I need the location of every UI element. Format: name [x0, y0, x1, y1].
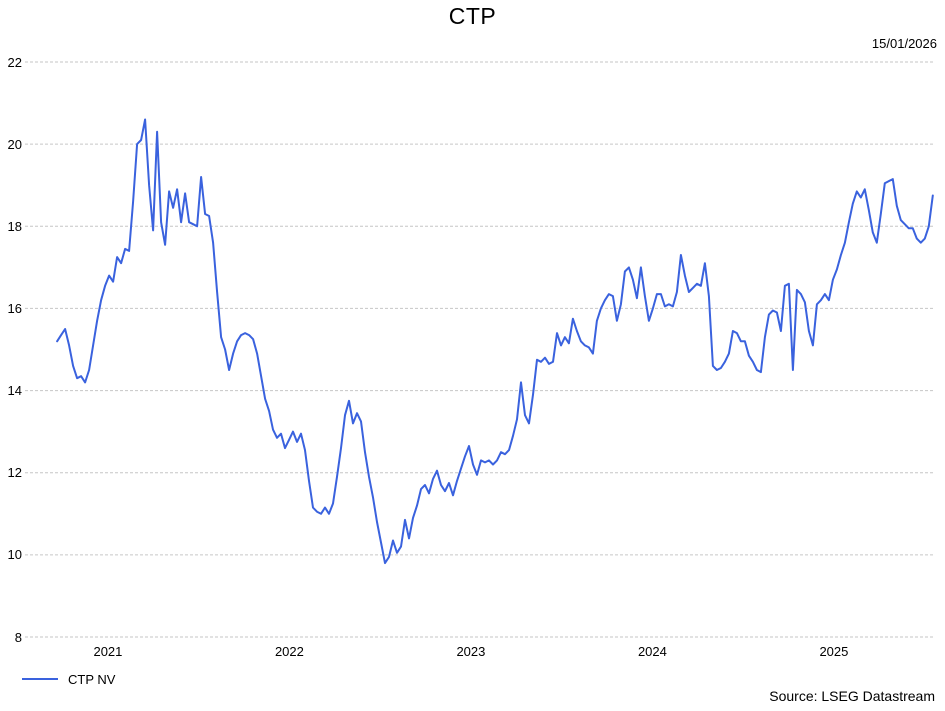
- legend: CTP NV: [22, 670, 115, 688]
- y-axis-tick-22: 22: [7, 54, 22, 70]
- chart-title: CTP: [448, 3, 497, 29]
- x-axis-tick-2022: 2022: [274, 644, 304, 659]
- report-date: 15/01/2026: [871, 36, 937, 51]
- x-axis-tick-2024: 2024: [637, 644, 667, 659]
- y-axis-tick-12: 12: [7, 465, 22, 481]
- x-axis-tick-2021: 2021: [93, 644, 123, 659]
- x-axis-tick-2023: 2023: [456, 644, 486, 659]
- source-note: Source: LSEG Datastream: [769, 688, 935, 704]
- legend-item: CTP NV: [22, 672, 115, 687]
- y-axis-tick-10: 10: [7, 547, 22, 563]
- y-axis-tick-18: 18: [7, 218, 22, 234]
- price-line-ctp-nv: [56, 118, 934, 565]
- y-axis-tick-20: 20: [7, 136, 22, 152]
- x-axis-tick-2025: 2025: [819, 644, 849, 659]
- y-axis-tick-14: 14: [7, 383, 22, 399]
- legend-line-sample-icon: [22, 678, 58, 680]
- legend-label: CTP NV: [68, 671, 116, 687]
- y-axis-tick-16: 16: [7, 300, 22, 316]
- y-axis-tick-8: 8: [14, 629, 22, 645]
